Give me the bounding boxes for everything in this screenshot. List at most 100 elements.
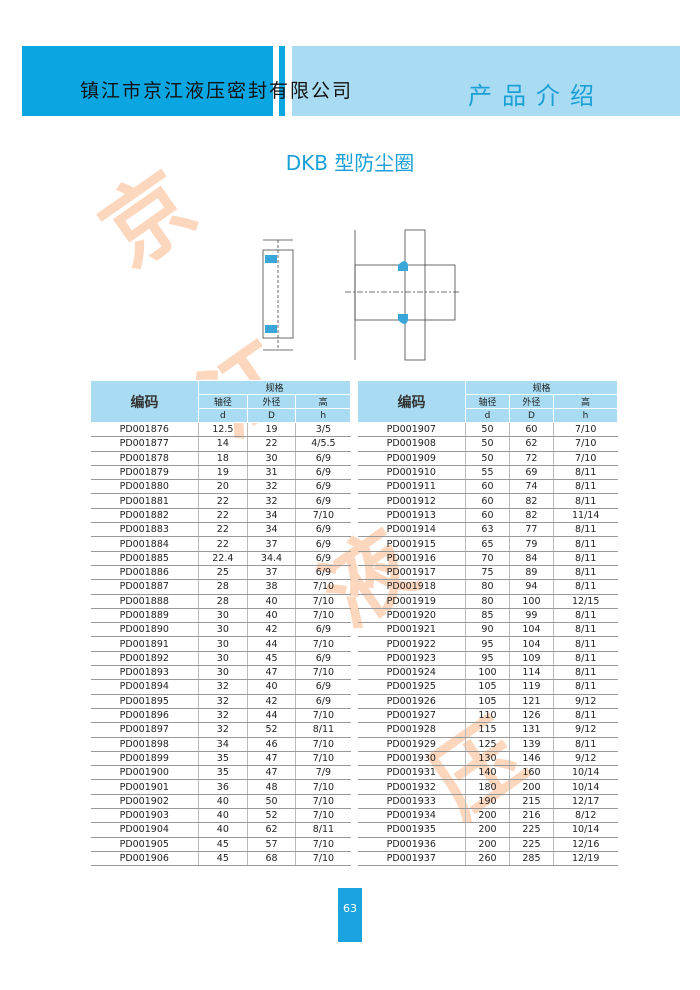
cell-height: 6/9 xyxy=(295,694,351,709)
col-code: 编码 xyxy=(357,380,466,423)
cell-height: 8/11 xyxy=(552,536,618,552)
cell-shaft: 35 xyxy=(198,751,248,767)
cell-code: PD001896 xyxy=(90,708,199,724)
table-row: PD001887 28 38 7/10 xyxy=(90,579,351,595)
cell-shaft: 65 xyxy=(465,536,510,552)
cell-height: 7/10 xyxy=(552,422,618,438)
cell-code: PD001882 xyxy=(90,508,199,524)
cell-code: PD001913 xyxy=(357,508,466,524)
col-shaft: 轴径 xyxy=(198,394,248,409)
cell-shaft: 12.5 xyxy=(198,422,248,438)
cell-outer: 285 xyxy=(508,851,554,867)
cell-code: PD001923 xyxy=(357,651,466,667)
table-row: PD001919 80 100 12/15 xyxy=(357,594,618,609)
table-row: PD001903 40 52 7/10 xyxy=(90,808,351,824)
cell-code: PD001885 xyxy=(90,551,199,566)
cell-code: PD001908 xyxy=(357,436,466,452)
cell-code: PD001937 xyxy=(357,851,466,867)
cell-height: 7/9 xyxy=(295,765,351,781)
col-height: 高 xyxy=(295,394,351,409)
cell-code: PD001884 xyxy=(90,536,199,552)
cell-outer: 99 xyxy=(508,608,554,624)
table-row: PD001935 200 225 10/14 xyxy=(357,822,618,838)
cell-outer: 104 xyxy=(508,622,554,638)
cell-outer: 47 xyxy=(246,751,296,767)
table-row: PD001923 95 109 8/11 xyxy=(357,651,618,667)
cell-outer: 68 xyxy=(246,851,296,867)
table-row: PD001899 35 47 7/10 xyxy=(90,751,351,767)
cell-outer: 62 xyxy=(246,822,296,838)
cell-shaft: 80 xyxy=(465,594,510,609)
table-row: PD001882 22 34 7/10 xyxy=(90,508,351,524)
cell-height: 10/14 xyxy=(552,779,618,795)
cell-code: PD001889 xyxy=(90,608,199,624)
cell-shaft: 95 xyxy=(465,636,510,652)
cell-outer: 79 xyxy=(508,536,554,552)
cell-code: PD001904 xyxy=(90,822,199,838)
cell-outer: 45 xyxy=(246,651,296,667)
cell-code: PD001931 xyxy=(357,765,466,781)
cell-height: 8/12 xyxy=(552,808,618,824)
cell-height: 8/11 xyxy=(552,665,618,681)
cell-height: 6/9 xyxy=(295,679,351,695)
cell-code: PD001900 xyxy=(90,765,199,781)
cell-shaft: 22 xyxy=(198,522,248,538)
cell-outer: 77 xyxy=(508,522,554,538)
cell-outer: 216 xyxy=(508,808,554,824)
cell-code: PD001898 xyxy=(90,737,199,752)
cell-shaft: 22 xyxy=(198,536,248,552)
cell-shaft: 32 xyxy=(198,708,248,724)
cell-height: 6/9 xyxy=(295,651,351,667)
cell-code: PD001877 xyxy=(90,436,199,452)
cell-outer: 121 xyxy=(508,694,554,709)
col-d: d xyxy=(465,408,510,423)
cell-shaft: 25 xyxy=(198,565,248,581)
table-row: PD001901 36 48 7/10 xyxy=(90,779,351,795)
cell-code: PD001895 xyxy=(90,694,199,709)
table-row: PD001934 200 216 8/12 xyxy=(357,808,618,824)
cell-height: 7/10 xyxy=(295,794,351,810)
table-row: PD001912 60 82 8/11 xyxy=(357,493,618,509)
cell-shaft: 50 xyxy=(465,451,510,466)
cell-code: PD001928 xyxy=(357,722,466,738)
cell-shaft: 60 xyxy=(465,479,510,495)
cell-outer: 225 xyxy=(508,822,554,838)
table-row: PD001927 110 126 8/11 xyxy=(357,708,618,724)
cell-outer: 109 xyxy=(508,651,554,667)
cell-code: PD001927 xyxy=(357,708,466,724)
col-code: 编码 xyxy=(90,380,199,423)
table-row: PD001936 200 225 12/16 xyxy=(357,837,618,852)
cell-shaft: 28 xyxy=(198,579,248,595)
cell-outer: 31 xyxy=(246,465,296,481)
cell-outer: 82 xyxy=(508,508,554,524)
cell-outer: 40 xyxy=(246,679,296,695)
cell-height: 8/11 xyxy=(552,636,618,652)
cell-height: 9/12 xyxy=(552,722,618,738)
table-row: PD001915 65 79 8/11 xyxy=(357,536,618,552)
cell-height: 12/19 xyxy=(552,851,618,867)
cell-height: 7/10 xyxy=(552,436,618,452)
cell-shaft: 110 xyxy=(465,708,510,724)
table-row: PD001926 105 121 9/12 xyxy=(357,694,618,709)
cell-shaft: 36 xyxy=(198,779,248,795)
cell-code: PD001933 xyxy=(357,794,466,810)
cell-code: PD001892 xyxy=(90,651,199,667)
col-outer: 外径 xyxy=(508,394,554,409)
table-row: PD001920 85 99 8/11 xyxy=(357,608,618,624)
table-row: PD001890 30 42 6/9 xyxy=(90,622,351,638)
cell-outer: 131 xyxy=(508,722,554,738)
table-row: PD001908 50 62 7/10 xyxy=(357,436,618,452)
cell-shaft: 130 xyxy=(465,751,510,767)
table-row: PD001911 60 74 8/11 xyxy=(357,479,618,495)
col-shaft: 轴径 xyxy=(465,394,510,409)
cell-code: PD001914 xyxy=(357,522,466,538)
spec-table-left: 编码 规格 轴径 外径 高 d D h PD001876 12.5 19 3/5 PD0… xyxy=(90,380,351,867)
cell-shaft: 85 xyxy=(465,608,510,624)
table-row: PD001896 32 44 7/10 xyxy=(90,708,351,724)
cell-outer: 146 xyxy=(508,751,554,767)
cell-outer: 40 xyxy=(246,608,296,624)
cell-outer: 44 xyxy=(246,636,296,652)
cell-code: PD001879 xyxy=(90,465,199,481)
header-stripe xyxy=(279,46,285,116)
